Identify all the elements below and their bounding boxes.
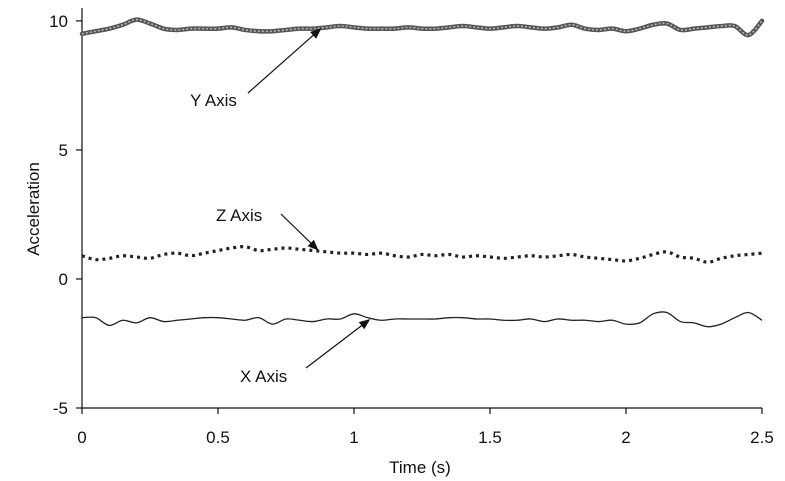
y-axis-annotation-label: Y Axis	[190, 91, 237, 110]
z-axis-annotation-arrow	[280, 213, 315, 247]
x-axis-annotation-arrow	[305, 322, 366, 369]
y-tick-label: -5	[53, 399, 68, 418]
series-line-outer	[79, 17, 765, 38]
z-axis-annotation-label: Z Axis	[216, 206, 262, 225]
series-line	[81, 311, 763, 328]
y-tick-label: 5	[59, 141, 68, 160]
x-axis-annotation-arrowhead	[358, 319, 371, 330]
series-line-texture	[81, 18, 763, 36]
series-x-axis	[81, 311, 763, 328]
y-ticks: -5 0 5 10	[49, 12, 82, 418]
series-layer	[79, 17, 765, 328]
y-axis-annotation-arrow	[247, 31, 318, 94]
y-axis-title: Acceleration	[24, 162, 43, 256]
x-tick-label: 1	[349, 428, 358, 447]
y-axis-annotation-arrowhead	[310, 28, 322, 39]
series-z-axis	[81, 245, 763, 264]
x-tick-label: 2	[621, 428, 630, 447]
axes: -5 0 5 10 0 0.5 1 1.5 2 2.5	[49, 8, 774, 447]
y-tick-label: 10	[49, 12, 68, 31]
series-y-axis	[79, 17, 765, 38]
x-tick-label: 0.5	[206, 428, 230, 447]
y-tick-label: 0	[59, 270, 68, 289]
x-tick-label: 2.5	[750, 428, 774, 447]
x-ticks: 0 0.5 1 1.5 2 2.5	[77, 408, 774, 447]
annotation-layer: Y Axis Z Axis X Axis	[190, 28, 371, 386]
x-axis-annotation-label: X Axis	[240, 367, 287, 386]
x-tick-label: 0	[77, 428, 86, 447]
series-line	[81, 245, 763, 264]
x-axis-title: Time (s)	[389, 458, 451, 477]
z-axis-annotation-arrowhead	[307, 239, 319, 251]
x-tick-label: 1.5	[478, 428, 502, 447]
